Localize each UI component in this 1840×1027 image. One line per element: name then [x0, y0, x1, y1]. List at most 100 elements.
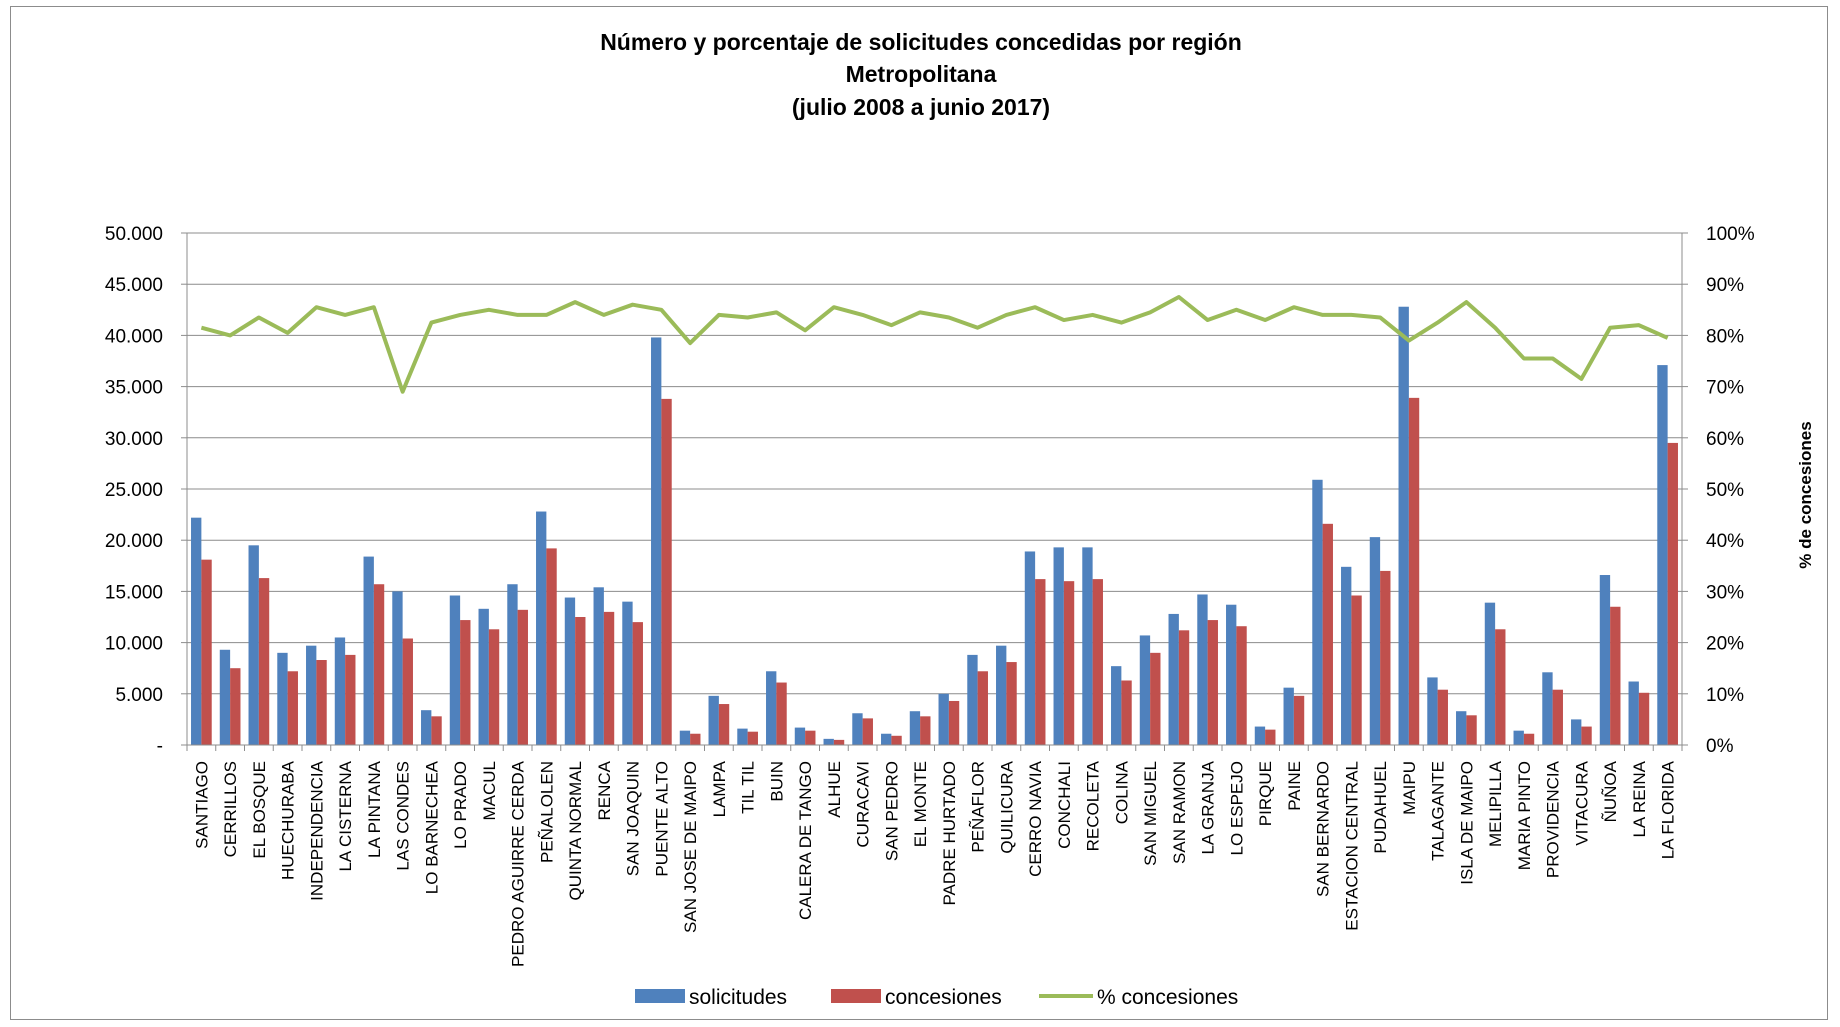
bar-concesiones — [258, 578, 270, 745]
bar-concesiones — [345, 654, 356, 745]
left-tick-label: 40.000 — [105, 326, 163, 347]
category-label: PEDRO AGUIRRE CERDA — [509, 760, 528, 967]
category-label: MELIPILLA — [1486, 760, 1505, 847]
bar-concesiones — [977, 671, 988, 745]
bar-concesiones — [460, 620, 471, 745]
category-label: COLINA — [1112, 760, 1131, 824]
bar-solicitudes — [219, 649, 231, 745]
bar-solicitudes — [679, 730, 691, 745]
bar-solicitudes — [1657, 365, 1668, 745]
bar-concesiones — [1437, 689, 1448, 745]
bar-concesiones — [1495, 629, 1506, 745]
bar-solicitudes — [909, 711, 921, 745]
grid-layer — [187, 232, 1682, 695]
bar-concesiones — [1552, 689, 1563, 745]
right-tick-label: 60% — [1706, 429, 1744, 450]
category-label: INDEPENDENCIA — [307, 760, 326, 900]
category-label: CONCHALI — [1055, 761, 1074, 849]
bar-concesiones — [431, 716, 442, 745]
category-label: SAN JOAQUIN — [624, 761, 643, 876]
bar-solicitudes — [651, 337, 662, 745]
bar-concesiones — [287, 671, 298, 745]
category-label: SAN RAMON — [1170, 761, 1189, 864]
category-label: SAN JOSE DE MAIPO — [681, 761, 700, 933]
bar-solicitudes — [1053, 547, 1064, 745]
legend-label: concesiones — [885, 986, 1002, 1009]
category-label: ALHUE — [825, 761, 844, 818]
legend-label: solicitudes — [689, 986, 787, 1009]
bar-solicitudes — [1341, 566, 1352, 745]
bar-concesiones — [862, 718, 873, 745]
category-label: RECOLETA — [1084, 760, 1103, 851]
bar-concesiones — [1265, 729, 1276, 745]
category-label: PROVIDENCIA — [1544, 760, 1563, 878]
bar-concesiones — [948, 700, 960, 745]
category-label: PUENTE ALTO — [652, 761, 671, 877]
category-label: LA REINA — [1630, 760, 1649, 837]
bar-concesiones — [632, 622, 643, 745]
category-label: BUIN — [767, 761, 786, 802]
category-label: EL BOSQUE — [250, 761, 269, 859]
legend-swatch-solicitudes — [635, 989, 685, 1003]
bar-solicitudes — [1226, 604, 1237, 745]
bar-solicitudes — [996, 645, 1007, 745]
left-tick-label: 5.000 — [115, 685, 163, 706]
category-label: ESTACION CENTRAL — [1342, 761, 1361, 931]
chart-title: Número y porcentaje de solicitudes conce… — [600, 29, 1242, 120]
bar-concesiones — [891, 735, 902, 745]
bar-solicitudes — [938, 693, 949, 745]
bar-concesiones — [1092, 579, 1103, 745]
category-label: ÑUÑOA — [1601, 760, 1620, 822]
category-label: ISLA DE MAIPO — [1457, 761, 1476, 885]
category-label: CERRILLOS — [221, 761, 240, 857]
category-label: PEÑALOLEN — [537, 761, 556, 863]
bar-solicitudes — [277, 652, 288, 745]
bar-solicitudes — [1427, 677, 1438, 745]
bar-solicitudes — [1168, 613, 1179, 745]
bar-concesiones — [1610, 606, 1621, 745]
right-axis-title: % de concesiones — [1796, 421, 1815, 568]
bar-solicitudes — [478, 608, 489, 745]
category-label: CALERA DE TANGO — [796, 761, 815, 920]
line-layer — [200, 295, 1669, 394]
bar-concesiones — [776, 682, 787, 745]
left-tick-label: 35.000 — [105, 378, 163, 399]
category-label: HUECHURABA — [279, 760, 298, 880]
bar-solicitudes — [1571, 719, 1582, 745]
chart-svg: Número y porcentaje de solicitudes conce… — [105, 29, 1815, 1009]
bar-concesiones — [1207, 620, 1218, 745]
bar-concesiones — [1178, 630, 1190, 745]
category-label: LO BARNECHEA — [422, 760, 441, 894]
category-label: LO PRADO — [451, 761, 470, 849]
bar-concesiones — [201, 559, 212, 745]
bar-solicitudes — [564, 597, 576, 745]
category-label: EL MONTE — [911, 761, 930, 847]
bar-concesiones — [488, 629, 500, 745]
bar-solicitudes — [1283, 687, 1294, 745]
right-tick-label: 80% — [1706, 326, 1744, 347]
legend-swatch-concesiones — [831, 989, 881, 1003]
bar-solicitudes — [536, 511, 547, 745]
category-label: CURACAVI — [854, 761, 873, 848]
bar-concesiones — [1351, 595, 1362, 745]
line-pct-concesiones — [200, 295, 1669, 394]
category-label: MAIPU — [1400, 761, 1419, 815]
legend: solicitudes concesiones % concesiones — [635, 986, 1238, 1009]
bar-solicitudes — [1254, 726, 1266, 745]
bar-concesiones — [1466, 715, 1477, 745]
category-label: SANTIAGO — [192, 761, 211, 849]
chart-title-line-3: (julio 2008 a junio 2017) — [792, 94, 1050, 120]
bar-solicitudes — [593, 587, 604, 745]
category-label: CERRO NAVIA — [1026, 760, 1045, 877]
category-label: PAINE — [1285, 761, 1304, 811]
bar-concesiones — [1523, 733, 1535, 745]
legend-label: % concesiones — [1097, 986, 1238, 1009]
category-label: TALAGANTE — [1429, 761, 1448, 861]
bar-concesiones — [805, 730, 816, 745]
category-label: PEÑAFLOR — [969, 761, 988, 853]
bar-solicitudes — [1082, 547, 1093, 745]
category-label: LAMPA — [710, 760, 729, 817]
left-tick-label: 50.000 — [105, 224, 163, 245]
bar-solicitudes — [363, 556, 374, 745]
labels-layer: - 5.000 10.000 15.000 20.000 25.000 30.000 35.0… — [105, 224, 1755, 967]
